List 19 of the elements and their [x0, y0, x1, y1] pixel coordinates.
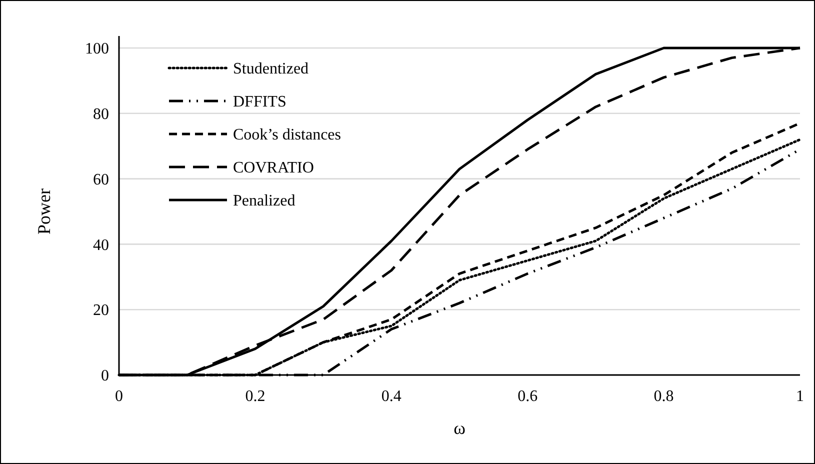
- y-tick-label: 100: [85, 40, 109, 58]
- y-tick-label: 60: [93, 171, 109, 188]
- y-axis-title: Power: [34, 188, 54, 234]
- x-tick-label: 0.6: [518, 388, 538, 405]
- x-tick-label: 0.4: [381, 388, 402, 405]
- y-tick-label: 20: [93, 302, 109, 320]
- y-tick-label: 80: [93, 106, 109, 123]
- legend-label: DFFITS: [233, 94, 286, 111]
- legend-label: Studentized: [233, 60, 309, 78]
- legend-label: Penalized: [233, 192, 296, 210]
- x-tick-label: 1: [796, 388, 804, 405]
- y-tick-label: 0: [101, 368, 109, 385]
- legend-label: COVRATIO: [233, 160, 314, 177]
- x-tick-label: 0.8: [654, 388, 674, 405]
- legend-label: Cook’s distances: [233, 126, 341, 144]
- y-tick-label: 40: [93, 236, 109, 254]
- x-tick-label: 0.2: [245, 388, 266, 405]
- x-tick-label: 0: [115, 388, 123, 405]
- x-axis-title: ω: [454, 418, 466, 438]
